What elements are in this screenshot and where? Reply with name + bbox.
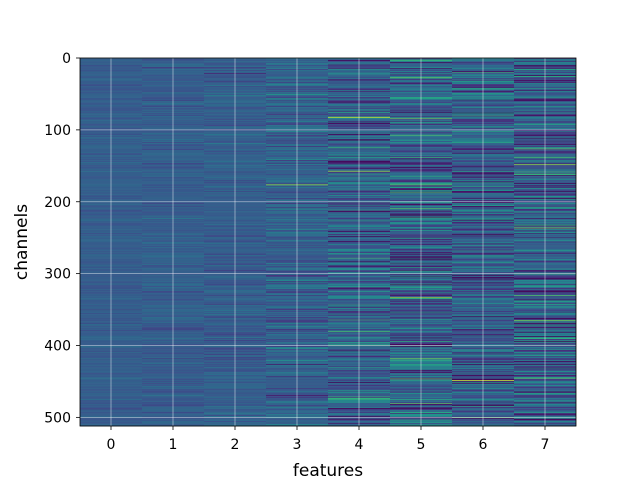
x-axis-label: features [293,461,363,480]
x-tick-label: 5 [417,437,426,453]
x-axis: 0 1 2 3 4 5 6 7 [107,426,550,453]
x-tick-label: 0 [107,437,116,453]
x-tick-label: 4 [355,437,364,453]
y-tick-label: 0 [62,51,71,67]
x-tick-label: 7 [541,437,550,453]
grid-lines [80,57,576,426]
y-axis: 0 100 200 300 400 500 [44,51,80,426]
y-tick-label: 200 [44,195,71,211]
y-tick-label: 300 [44,267,71,283]
heatmap-cells [80,58,576,427]
y-tick-label: 500 [44,410,71,426]
y-tick-label: 400 [44,339,71,355]
x-tick-label: 6 [479,437,488,453]
x-tick-label: 1 [169,437,178,453]
y-tick-label: 100 [44,123,71,139]
plot-frame [79,57,577,427]
x-tick-label: 2 [231,437,240,453]
y-axis-label: channels [12,204,32,280]
x-tick-label: 3 [293,437,302,453]
